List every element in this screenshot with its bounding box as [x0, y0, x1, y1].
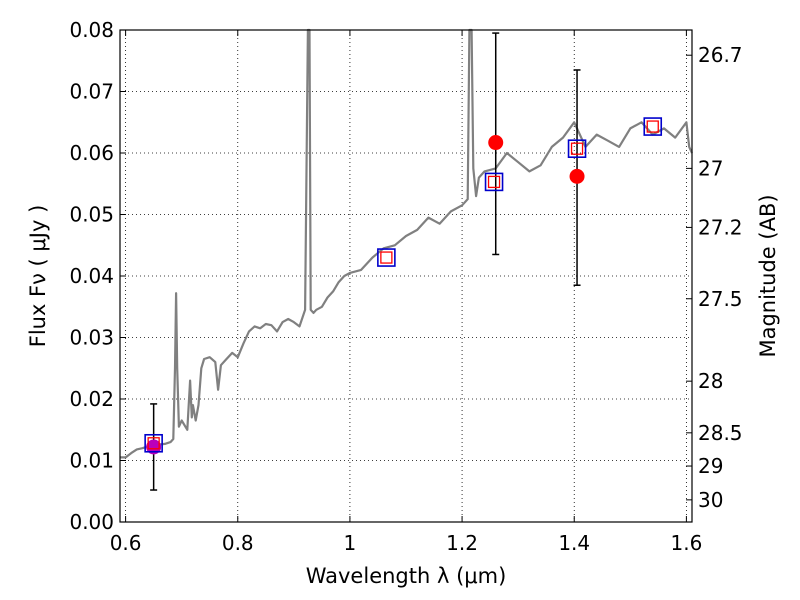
- x-axis-title: Wavelength λ (μm): [306, 564, 507, 588]
- model-point-inner: [487, 175, 501, 189]
- mag-tick-label: 30: [698, 488, 723, 512]
- y-tick-label: 0.07: [69, 80, 114, 104]
- x-tick-label: 1.4: [558, 531, 590, 555]
- right-axis-title: Magnitude (AB): [756, 194, 780, 357]
- plot-frame: [119, 29, 693, 523]
- y-tick-label: 0.00: [69, 510, 114, 534]
- mag-tick-label: 27.2: [698, 215, 743, 239]
- ticks-layer: 0.6 0.8 1 1.2 1.4 1.6 0.00 0.01 0.02 0.03 0.04 0.05…: [69, 18, 742, 555]
- y-tick-label: 0.06: [69, 141, 114, 165]
- model-point-inner: [380, 251, 393, 264]
- mag-tick-label: 28.5: [698, 421, 743, 445]
- x-tick-label: 1.6: [670, 531, 702, 555]
- y-tick-label: 0.04: [69, 264, 114, 288]
- observed-layer: [146, 135, 585, 455]
- model-point-outer: [144, 433, 163, 453]
- y-tick-label: 0.03: [69, 326, 114, 350]
- x-tick-label: 0.8: [222, 531, 254, 555]
- grid-lines: [120, 30, 692, 522]
- observed-point: [488, 135, 504, 151]
- model-point-outer: [567, 139, 587, 158]
- y-axis-title: Flux Fν ( μJy ): [26, 205, 50, 348]
- y-tick-label: 0.05: [69, 203, 114, 227]
- model-point-inner: [570, 142, 584, 155]
- y-tick-label: 0.02: [69, 387, 114, 411]
- mag-tick-label: 27: [698, 156, 723, 180]
- y-tick-label: 0.01: [69, 449, 114, 473]
- spectrum-line: [120, 28, 693, 459]
- model-point-outer: [484, 172, 504, 192]
- model-point-outer: [643, 117, 663, 136]
- observed-point: [569, 168, 585, 184]
- model-point-inner: [147, 437, 160, 450]
- mag-tick-label: 28: [698, 369, 723, 393]
- mag-tick-label: 27.5: [698, 287, 743, 311]
- errorbar-layer: [150, 32, 581, 491]
- x-tick-label: 0.6: [110, 531, 142, 555]
- x-tick-label: 1: [344, 531, 357, 555]
- observed-point: [146, 439, 162, 455]
- mag-tick-label: 29: [698, 454, 723, 478]
- x-tick-label: 1.2: [446, 531, 478, 555]
- mag-tick-label: 26.7: [698, 43, 743, 67]
- model-point-outer: [377, 248, 396, 267]
- spectrum-layer: [120, 28, 693, 459]
- model-point-inner: [646, 120, 659, 133]
- y-tick-label: 0.08: [69, 18, 114, 42]
- model-layer: [144, 117, 663, 453]
